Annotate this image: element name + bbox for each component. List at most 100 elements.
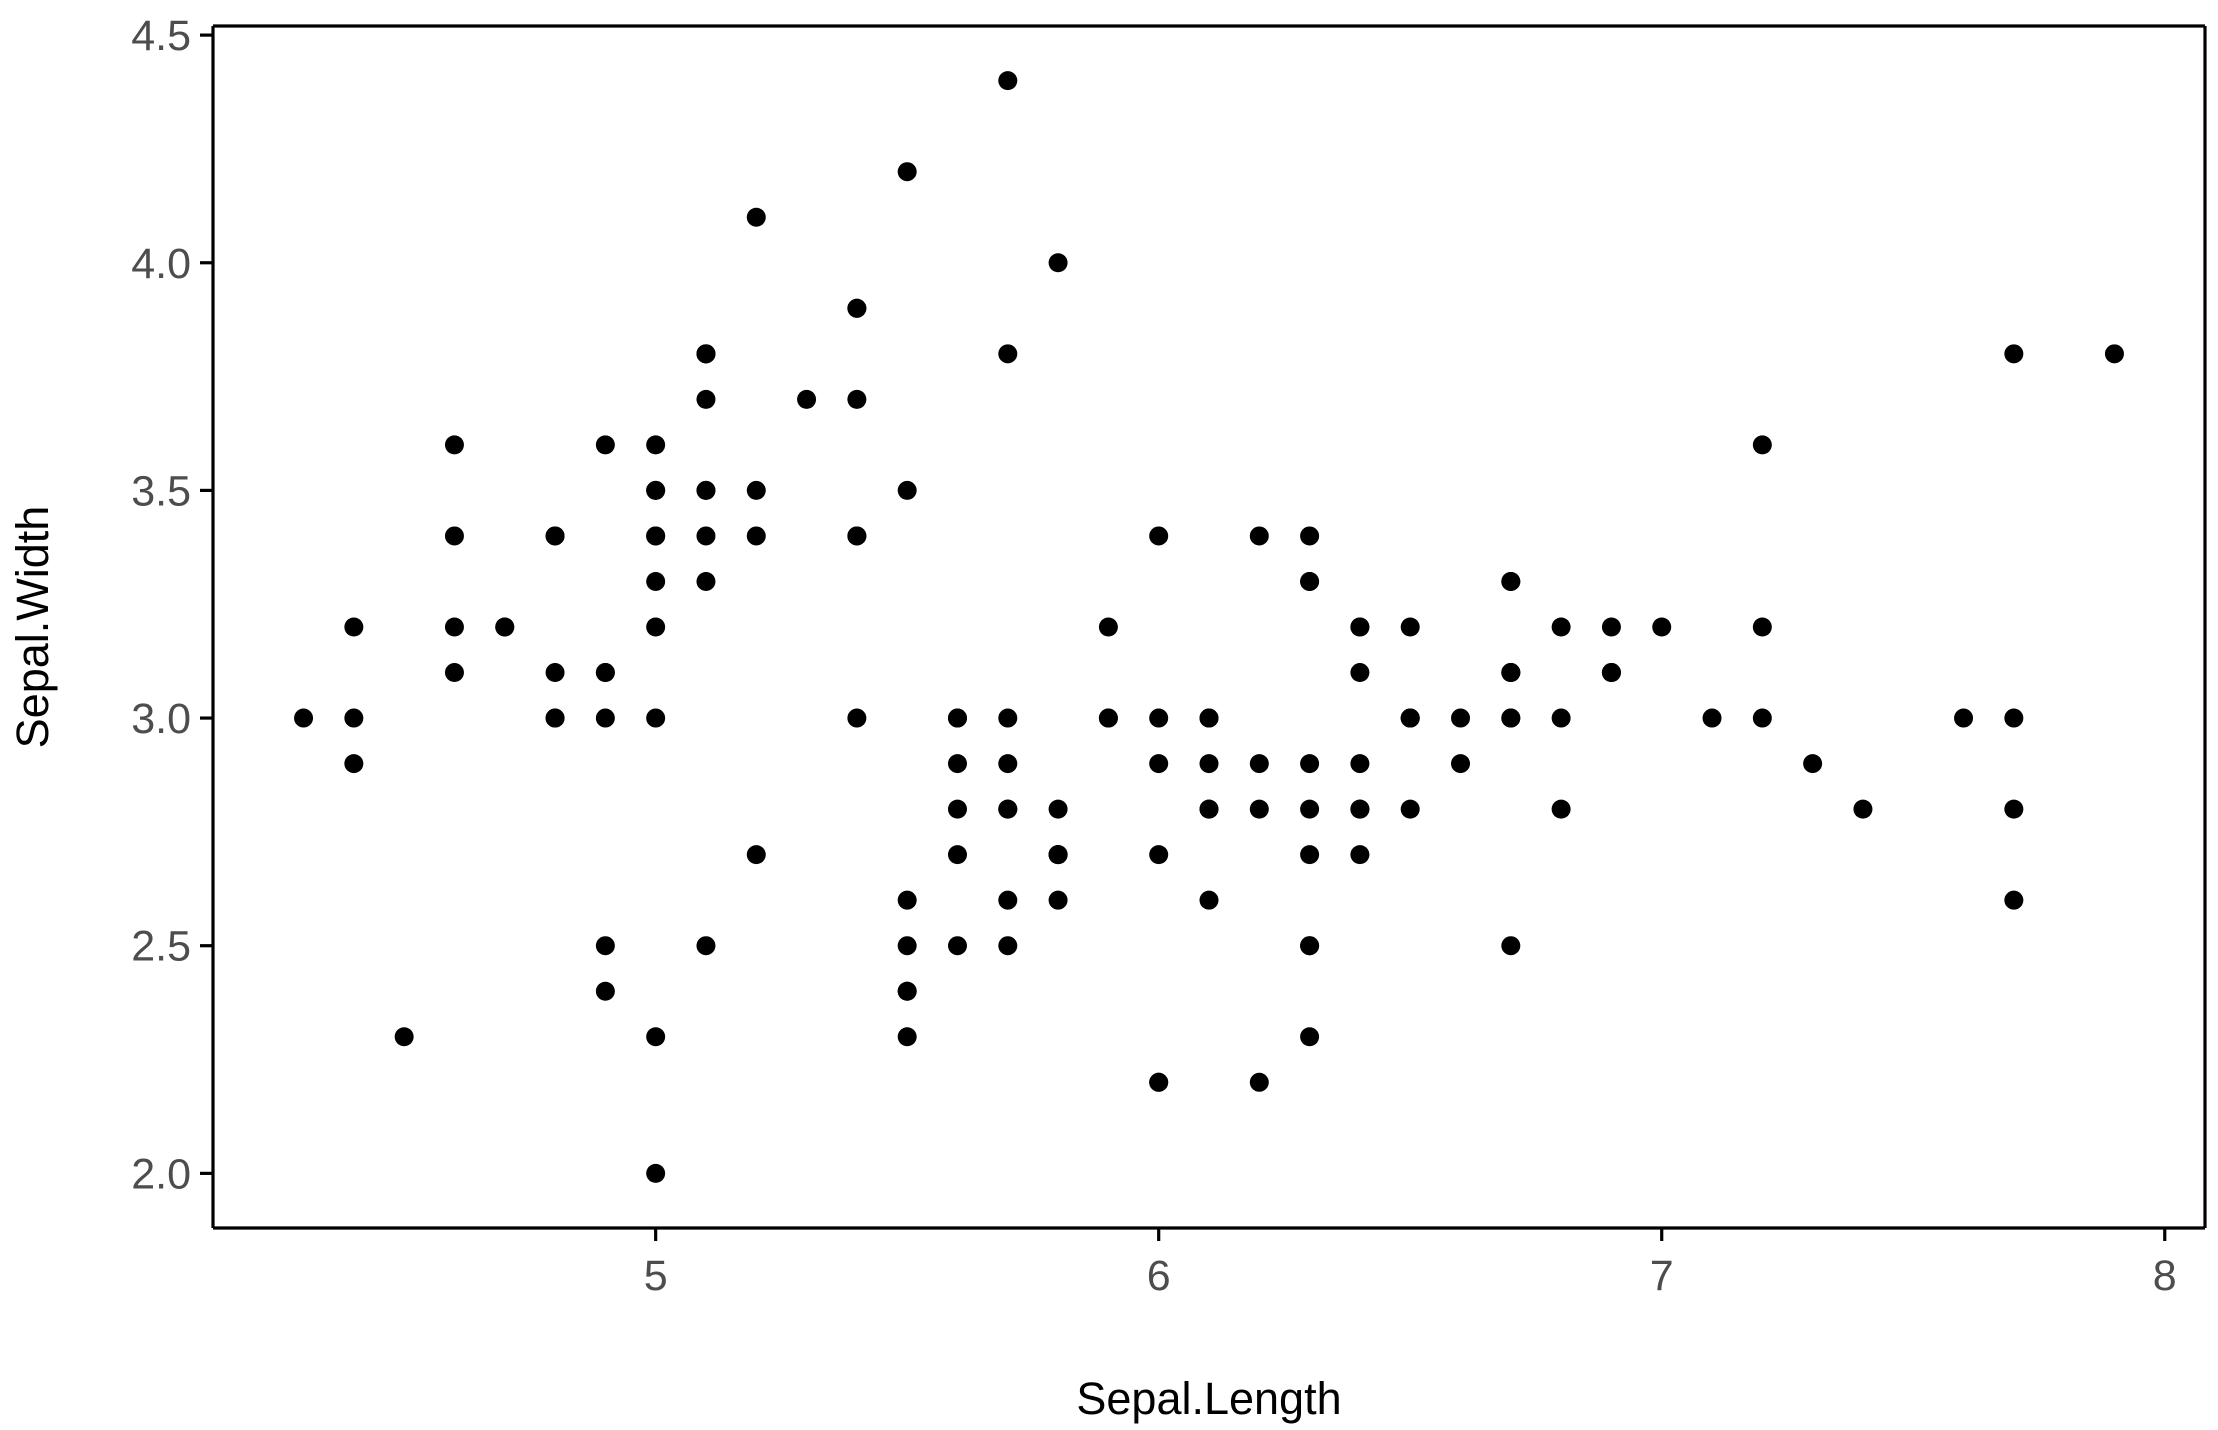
y-tick-label: 2.5 <box>131 923 191 971</box>
data-point <box>646 617 666 637</box>
data-point <box>746 526 766 546</box>
data-point <box>1652 617 1672 637</box>
data-point <box>394 1027 414 1047</box>
data-point <box>344 708 364 728</box>
data-point <box>746 207 766 227</box>
data-point <box>1199 708 1219 728</box>
data-point <box>1149 526 1169 546</box>
data-point <box>1048 253 1068 273</box>
data-point <box>646 480 666 500</box>
data-point <box>646 708 666 728</box>
data-point <box>696 526 716 546</box>
data-point <box>1098 617 1118 637</box>
data-point <box>947 799 967 819</box>
data-point <box>1350 799 1370 819</box>
data-point <box>1451 708 1471 728</box>
data-point <box>947 754 967 774</box>
data-point <box>998 344 1018 364</box>
data-point <box>947 708 967 728</box>
data-point <box>1199 754 1219 774</box>
data-point <box>1501 663 1521 683</box>
data-point <box>1853 799 1873 819</box>
data-point <box>294 708 314 728</box>
data-point <box>495 617 515 637</box>
data-point <box>797 389 817 409</box>
y-tick-label: 4.0 <box>131 240 191 288</box>
data-point <box>1400 708 1420 728</box>
data-point <box>1551 799 1571 819</box>
data-point <box>444 617 464 637</box>
data-point <box>1601 663 1621 683</box>
y-tick-label: 3.5 <box>131 467 191 515</box>
data-point <box>1702 708 1722 728</box>
data-point <box>696 344 716 364</box>
x-axis-ticks: 5 6 7 8 <box>644 1228 2177 1300</box>
data-point <box>947 845 967 865</box>
data-point <box>998 936 1018 956</box>
data-point <box>444 435 464 455</box>
data-point <box>1149 754 1169 774</box>
data-point <box>2104 344 2124 364</box>
y-tick-label: 3.0 <box>131 695 191 743</box>
data-point <box>1300 936 1320 956</box>
data-point <box>696 571 716 591</box>
data-point <box>847 298 867 318</box>
data-point <box>1501 936 1521 956</box>
data-point <box>1350 663 1370 683</box>
data-point <box>646 1027 666 1047</box>
data-point <box>545 708 565 728</box>
data-point <box>2004 799 2024 819</box>
data-point <box>1149 845 1169 865</box>
y-axis-ticks: 2.0 2.5 3.0 3.5 4.0 4.5 <box>131 12 213 1198</box>
data-point <box>998 799 1018 819</box>
data-point <box>746 845 766 865</box>
data-point <box>1350 617 1370 637</box>
data-point <box>344 617 364 637</box>
data-point <box>1300 754 1320 774</box>
data-point <box>444 663 464 683</box>
data-point <box>998 708 1018 728</box>
data-point <box>1048 845 1068 865</box>
data-point <box>1501 708 1521 728</box>
data-point <box>1601 617 1621 637</box>
data-point <box>1350 754 1370 774</box>
x-axis-title: Sepal.Length <box>1076 1373 1341 1424</box>
data-point <box>595 936 615 956</box>
x-tick-label: 8 <box>2153 1252 2177 1300</box>
data-point <box>1199 890 1219 910</box>
data-point <box>1350 845 1370 865</box>
data-point <box>847 389 867 409</box>
data-point <box>1300 845 1320 865</box>
data-point <box>1752 435 1772 455</box>
x-tick-label: 7 <box>1650 1252 1674 1300</box>
data-point <box>2004 344 2024 364</box>
data-point <box>897 936 917 956</box>
data-point <box>847 708 867 728</box>
data-point <box>1048 890 1068 910</box>
data-point <box>897 981 917 1001</box>
data-point <box>746 480 766 500</box>
data-point <box>897 890 917 910</box>
data-point <box>2004 890 2024 910</box>
data-point <box>1249 1072 1269 1092</box>
data-point <box>545 526 565 546</box>
data-point <box>1199 799 1219 819</box>
data-point <box>595 663 615 683</box>
data-point <box>1098 708 1118 728</box>
data-point <box>1400 799 1420 819</box>
data-point <box>897 162 917 182</box>
points-layer <box>294 71 2124 1183</box>
x-tick-label: 6 <box>1147 1252 1171 1300</box>
data-point <box>998 71 1018 91</box>
data-point <box>947 936 967 956</box>
data-point <box>595 981 615 1001</box>
data-point <box>1803 754 1823 774</box>
data-point <box>998 754 1018 774</box>
y-axis-title: Sepal.Width <box>7 506 58 749</box>
data-point <box>1249 526 1269 546</box>
data-point <box>595 435 615 455</box>
data-point <box>1451 754 1471 774</box>
data-point <box>696 936 716 956</box>
data-point <box>344 754 364 774</box>
